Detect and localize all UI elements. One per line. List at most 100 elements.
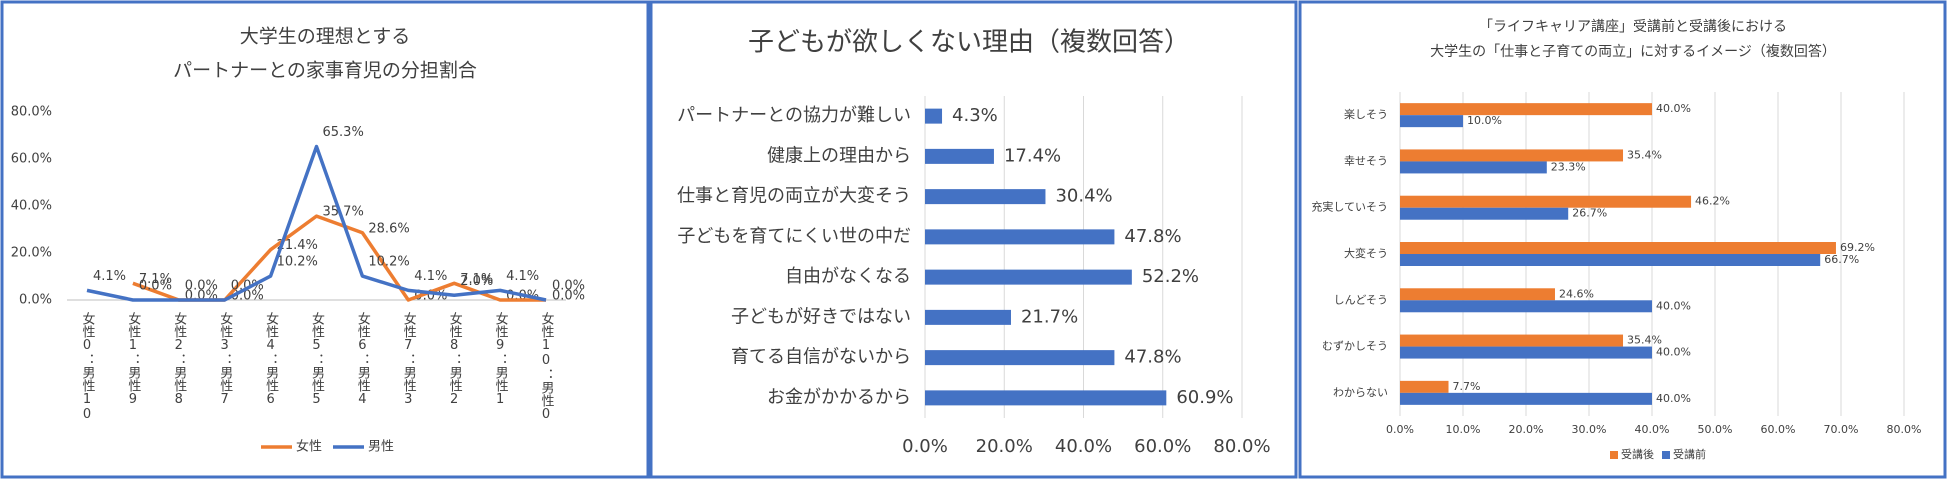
data-label: 7.1% [460, 272, 493, 287]
x-tick-label: 60.0% [1134, 436, 1191, 457]
bar [1400, 300, 1652, 313]
data-label: 40.0% [1656, 299, 1691, 312]
x-tick-label: 女性5：男性5 [309, 311, 325, 407]
x-tick-label: 20.0% [1509, 423, 1544, 436]
y-tick-label: 20.0% [11, 246, 52, 261]
data-label: 0.0% [552, 289, 585, 304]
data-label: 10.0% [1467, 114, 1502, 127]
data-label: 40.0% [1656, 102, 1691, 115]
bar [1400, 161, 1547, 174]
y-tick-label: 健康上の理由から [767, 145, 911, 166]
data-label: 24.6% [1559, 287, 1594, 300]
chart-title: パートナーとの家事育児の分担割合 [173, 60, 477, 82]
y-tick-label: 大変そう [1344, 246, 1388, 260]
chart-title: 大学生の「仕事と子育ての両立」に対するイメージ（複数回答） [1430, 43, 1836, 60]
bar [1400, 207, 1569, 220]
y-tick-label: お金がかかるから [767, 387, 911, 408]
x-tick-label: 女性3：男性7 [217, 311, 233, 407]
legend-swatch [1610, 451, 1618, 459]
y-tick-label: 自由がなくなる [785, 266, 911, 287]
y-tick-label: 育てる自信がないから [731, 347, 911, 368]
y-tick-label: 子どもが好きではない [731, 306, 911, 327]
bar [925, 229, 1115, 245]
x-tick-label: 40.0% [1635, 423, 1670, 436]
y-tick-label: しんどそう [1334, 293, 1388, 306]
legend-label: 女性 [296, 439, 322, 455]
y-tick-label: 40.0% [11, 199, 52, 214]
bar [1400, 254, 1821, 266]
x-tick-label: 女性1：男性9 [125, 311, 141, 407]
data-label: 65.3% [323, 125, 364, 140]
bar [925, 269, 1132, 285]
x-tick-label: 80.0% [1887, 423, 1922, 436]
data-label: 69.2% [1840, 241, 1875, 254]
chart-title: 大学生の理想とする [240, 26, 410, 48]
bar [1400, 392, 1652, 405]
legend-label: 男性 [368, 440, 394, 455]
chart-title: 「ライフキャリア講座」受講前と受講後における [1479, 18, 1787, 35]
line [86, 144, 547, 302]
bar [1400, 288, 1555, 301]
data-label: 26.7% [1572, 207, 1607, 220]
bar [925, 108, 943, 124]
bar [1400, 149, 1624, 162]
x-tick-label: 女性8：男性2 [447, 311, 463, 407]
y-tick-label: 幸せそう [1344, 154, 1388, 167]
x-tick-label: 20.0% [976, 436, 1033, 457]
legend-label: 受講前 [1673, 447, 1706, 461]
x-tick-label: 40.0% [1055, 436, 1112, 457]
bar [925, 309, 1011, 325]
bar [1400, 115, 1463, 128]
bar [1400, 380, 1449, 393]
x-tick-label: 10.0% [1446, 423, 1481, 436]
y-tick-label: 80.0% [11, 105, 52, 120]
data-label: 4.1% [93, 269, 126, 284]
x-tick-label: 70.0% [1824, 423, 1859, 436]
x-tick-label: 50.0% [1698, 423, 1733, 436]
chart-title: 子どもが欲しくない理由（複数回答） [748, 28, 1190, 58]
data-label: 0.0% [185, 279, 218, 294]
data-label: 10.2% [368, 255, 409, 270]
data-label: 23.3% [1551, 160, 1586, 173]
x-tick-label: 80.0% [1213, 436, 1270, 457]
data-label: 66.7% [1824, 253, 1859, 266]
x-tick-label: 60.0% [1761, 423, 1796, 436]
bar [1400, 242, 1836, 254]
data-label: 35.7% [323, 205, 364, 220]
x-tick-label: 女性6：男性4 [355, 311, 371, 407]
x-tick-label: 女性0：男性10 [80, 311, 96, 422]
y-tick-label: むずかしそう [1322, 340, 1388, 353]
data-label: 40.0% [1656, 392, 1691, 405]
data-label: 17.4% [1004, 145, 1061, 166]
legend-swatch [1662, 451, 1670, 459]
data-label: 46.2% [1695, 195, 1730, 208]
data-label: 0.0% [139, 279, 172, 294]
bar [1400, 103, 1652, 116]
data-label: 28.6% [368, 221, 409, 236]
data-label: 47.8% [1124, 226, 1181, 247]
x-tick-label: 女性9：男性1 [493, 311, 509, 407]
data-label: 4.1% [414, 269, 447, 284]
data-label: 7.7% [1453, 380, 1481, 393]
data-label: 21.4% [277, 238, 318, 253]
data-label: 30.4% [1055, 186, 1112, 207]
data-label: 10.2% [277, 255, 318, 270]
bar [925, 390, 1167, 406]
x-tick-label: 女性4：男性6 [263, 311, 279, 407]
bar [1400, 346, 1652, 359]
x-tick-label: 0.0% [902, 436, 948, 457]
x-tick-label: 30.0% [1572, 423, 1607, 436]
data-label: 21.7% [1021, 306, 1078, 327]
x-tick-label: 女性7：男性3 [401, 311, 417, 407]
bar [925, 350, 1115, 366]
panel-border [1298, 0, 1947, 479]
legend-label: 受講後 [1621, 447, 1654, 461]
y-tick-label: パートナーとの協力が難しい [677, 105, 911, 126]
y-tick-label: 充実していそう [1311, 200, 1388, 214]
bar [1400, 334, 1624, 347]
y-tick-label: 子どもを育てにくい世の中だ [677, 226, 911, 247]
y-tick-label: 楽しそう [1344, 108, 1388, 121]
x-tick-label: 女性2：男性8 [171, 311, 187, 407]
bar [925, 148, 994, 164]
